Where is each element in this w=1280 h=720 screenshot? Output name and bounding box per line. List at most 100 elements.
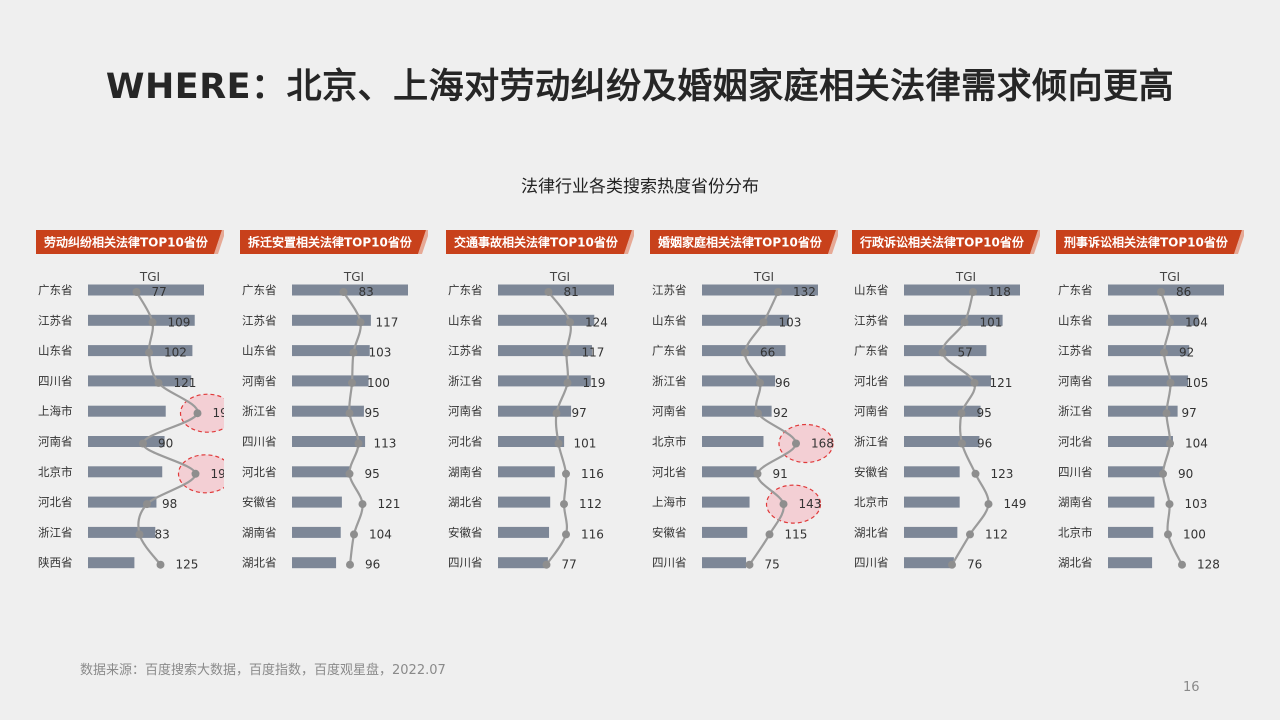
tgi-value-label: 77: [152, 285, 167, 299]
panel-header-bg: [1056, 230, 1242, 254]
bar: [292, 314, 371, 326]
category-label: 浙江省: [1058, 404, 1093, 418]
category-label: 湖北省: [854, 525, 889, 539]
tgi-point: [970, 378, 979, 387]
category-label: 河南省: [1058, 374, 1093, 388]
tgi-point: [1166, 439, 1174, 448]
category-label: 浙江省: [652, 374, 687, 388]
chart-panel: 劳动纠纷相关法律TOP10省份 TGI 广东省 江苏省 山东省 四川省 上海市 河南省 北京市河…: [36, 230, 224, 580]
category-label: 安徽省: [242, 495, 277, 509]
bar: [702, 557, 747, 569]
tgi-point: [356, 318, 365, 327]
tgi-point: [971, 469, 980, 478]
tgi-line: [342, 291, 364, 565]
tgi-value-label: 119: [583, 376, 606, 390]
tgi-value-label: 109: [168, 315, 191, 329]
tgi-point: [1162, 409, 1171, 418]
tgi-point: [562, 469, 570, 478]
bar: [88, 375, 192, 387]
category-label: 四川省: [854, 556, 889, 570]
tgi-point: [1164, 530, 1172, 539]
bar: [1108, 314, 1199, 326]
bar: [88, 557, 135, 569]
panel-header-accent: [1234, 230, 1244, 254]
category-label: 河北省: [1058, 435, 1093, 449]
bar: [292, 466, 350, 478]
bar: [88, 314, 195, 326]
tgi-point: [560, 500, 568, 509]
tgi-point: [1157, 288, 1165, 296]
category-label: 湖北省: [448, 495, 483, 509]
bar: [702, 526, 748, 538]
bar: [1108, 284, 1224, 296]
tgi-value-label: 117: [582, 346, 605, 360]
category-label: 江苏省: [448, 344, 483, 358]
category-label: 广东省: [652, 344, 687, 358]
category-label: 江苏省: [38, 313, 73, 327]
bar: [498, 405, 572, 417]
category-label: 山东省: [854, 283, 889, 297]
tgi-value-label: 100: [1183, 527, 1206, 541]
panel-header-accent: [828, 230, 838, 254]
tgi-value-label: 115: [785, 527, 808, 541]
tgi-point: [958, 439, 966, 448]
tgi-value-label: 77: [562, 558, 577, 572]
bar: [88, 466, 163, 478]
tgi-point: [135, 530, 144, 539]
tgi-point: [345, 469, 354, 478]
tgi-value-label: 86: [1176, 285, 1191, 299]
bar: [292, 345, 370, 357]
bar: [1108, 466, 1164, 478]
chart-svg: 行政诉讼相关法律TOP10省份 TGI 山东省江苏省广东省河北省河南省浙江省安徽省北…: [852, 230, 1040, 572]
bar: [292, 557, 337, 569]
page-title: WHERE：北京、上海对劳动纠纷及婚姻家庭相关法律需求倾向更高: [105, 67, 1175, 107]
tgi-value-label: 57: [958, 346, 973, 360]
chart-panel: 婚姻家庭相关法律TOP10省份 TGI 江苏省 山东省 广东省 浙江省 河南省 北京市 河北省上…: [650, 230, 838, 580]
tgi-point: [346, 560, 354, 569]
tgi-point: [1166, 378, 1175, 387]
category-label: 河南省: [448, 404, 483, 418]
category-label: 河北省: [38, 495, 73, 509]
bar: [88, 405, 166, 417]
tgi-line: [545, 291, 572, 566]
bar: [1108, 496, 1155, 508]
tgi-point: [779, 500, 788, 509]
bar: [702, 496, 750, 508]
panel-header-title: 拆迁安置相关法律TOP10省份: [248, 235, 413, 250]
tgi-point: [552, 409, 561, 418]
tgi-point: [966, 530, 974, 539]
tgi-axis-label: TGI: [1159, 270, 1180, 284]
category-label: 湖北省: [1058, 556, 1093, 570]
bar: [904, 526, 958, 538]
tgi-point: [938, 348, 947, 357]
tgi-point: [354, 439, 363, 448]
tgi-value-label: 95: [365, 467, 380, 481]
panel-header-bg: [852, 230, 1038, 254]
bar: [702, 375, 776, 387]
chart-svg: 交通事故相关法律TOP10省份 TGI 广东省山东省江苏省浙江省河南省河北省湖南省湖…: [446, 230, 634, 572]
bar: [702, 405, 772, 417]
tgi-value-label: 112: [579, 497, 602, 511]
tgi-value-label: 112: [985, 527, 1008, 541]
category-label: 广东省: [242, 283, 277, 297]
tgi-point: [792, 439, 800, 448]
tgi-point: [741, 348, 749, 357]
bar: [1108, 526, 1154, 538]
bar: [88, 496, 157, 508]
bar: [904, 466, 960, 478]
tgi-point: [132, 288, 141, 296]
highlight-circle: [778, 423, 834, 464]
tgi-line: [941, 291, 990, 566]
bar: [702, 284, 818, 296]
tgi-point: [969, 288, 977, 296]
category-label: 四川省: [1058, 465, 1093, 479]
panel-header-title: 刑事诉讼相关法律TOP10省份: [1064, 235, 1229, 250]
tgi-value-label: 92: [1179, 346, 1194, 360]
tgi-point: [1159, 469, 1167, 478]
category-label: 江苏省: [854, 313, 889, 327]
category-label: 广东省: [1058, 283, 1093, 297]
bar: [702, 466, 757, 478]
panel-header-title: 劳动纠纷相关法律TOP10省份: [44, 235, 209, 250]
tgi-point: [339, 288, 348, 296]
tgi-point: [139, 439, 147, 448]
